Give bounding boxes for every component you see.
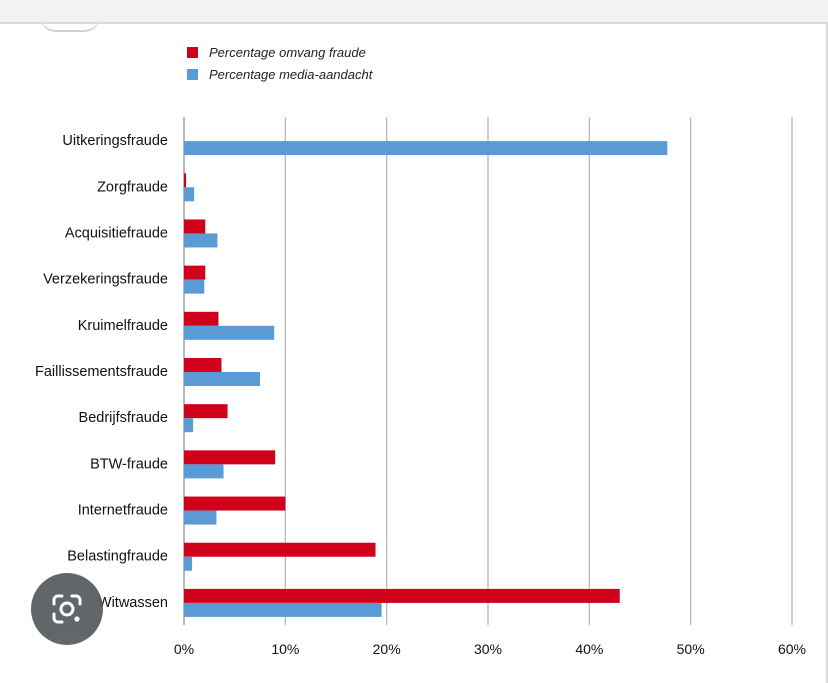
google-lens-icon[interactable] [31,573,103,645]
category-label: Internetfraude [78,503,168,519]
category-label: Acquisitiefraude [65,225,168,241]
legend-swatch [187,47,198,58]
category-label: Bedrijfsfraude [79,410,168,426]
category-labels: Uitkeringsfraude Zorgfraude Acquisitiefrau… [35,133,168,611]
legend-label: Percentage omvang fraude [209,45,366,60]
chart-frame [0,22,828,683]
bar-media-aandacht [184,372,260,386]
bar-omvang-fraude [184,450,276,465]
x-tick-label: 50% [677,641,705,657]
x-tick-label: 10% [271,641,299,657]
legend: Percentage omvang fraude Percentage media… [187,45,374,82]
bar-omvang-fraude [184,265,206,280]
legend-swatch [187,69,198,80]
category-label: Witwassen [98,595,168,611]
bar-omvang-fraude [184,496,286,511]
top-edge-curve [40,16,100,32]
bar-media-aandacht [184,464,224,479]
bar-media-aandacht [184,233,218,248]
bar-omvang-fraude [184,219,206,234]
bar-omvang-fraude [184,358,222,372]
category-label: Zorgfraude [97,179,168,195]
category-label: Uitkeringsfraude [62,133,168,149]
bar-omvang-fraude [184,173,187,188]
x-tick-labels: 0% 10% 20% 30% 40% 50% 60% [174,641,806,657]
x-tick-label: 40% [575,641,603,657]
bar-media-aandacht [184,279,205,294]
category-label: Kruimelfraude [78,318,168,334]
category-label: Verzekeringsfraude [43,272,168,288]
category-label: Faillissementsfraude [35,364,168,380]
x-tick-label: 60% [778,641,806,657]
bars [184,141,668,617]
bar-media-aandacht [184,418,194,433]
x-tick-label: 30% [474,641,502,657]
bar-omvang-fraude [184,542,376,557]
category-label: Belastingfraude [67,549,168,565]
x-tick-label: 20% [373,641,401,657]
bar-media-aandacht [184,556,193,571]
bar-media-aandacht [184,602,382,617]
bar-media-aandacht [184,325,275,340]
legend-label: Percentage media-aandacht [209,67,374,82]
category-label: BTW-fraude [90,456,168,472]
bar-media-aandacht [184,141,668,156]
bar-omvang-fraude [184,588,620,603]
lens-glyph [52,594,82,624]
bar-media-aandacht [184,510,217,525]
bar-omvang-fraude [184,404,228,419]
bar-media-aandacht [184,187,195,202]
x-tick-label: 0% [174,641,194,657]
bar-omvang-fraude [184,311,219,326]
